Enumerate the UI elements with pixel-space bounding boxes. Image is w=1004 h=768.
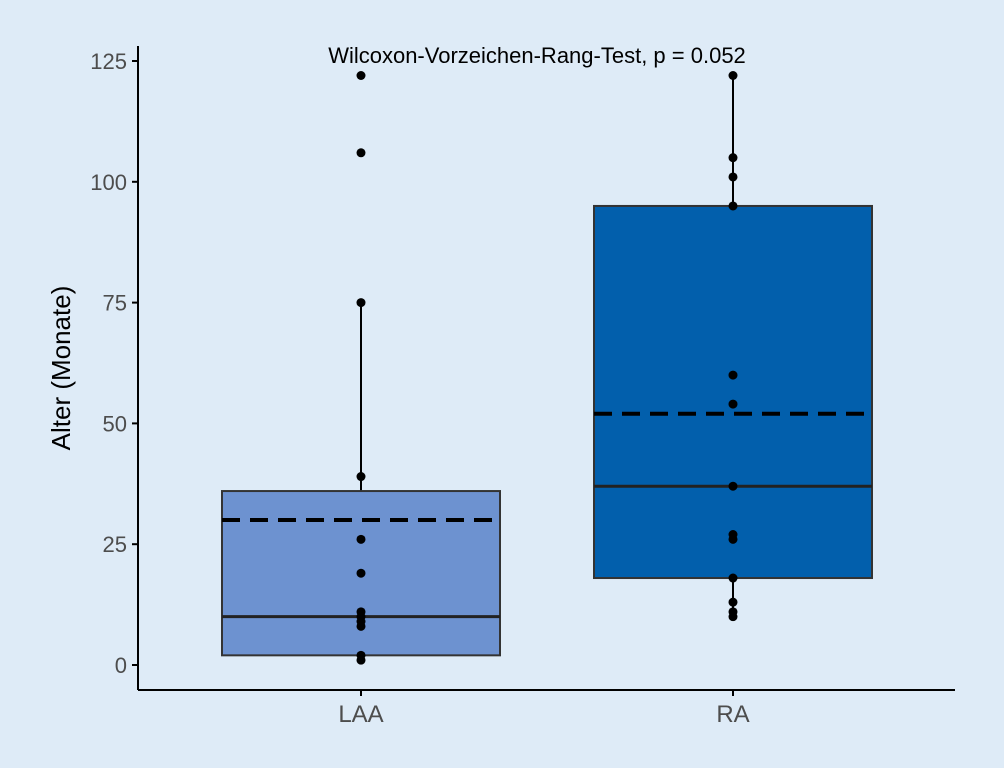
data-point [356,148,366,158]
data-point [356,607,366,617]
y-tick-label: 100 [90,170,127,195]
data-point [356,70,366,80]
iqr-box [593,204,873,580]
box-ra [593,70,873,622]
x-tick-label: LAA [338,701,383,728]
data-point [728,530,738,540]
y-tick-label: 75 [103,291,127,316]
data-point [728,370,738,380]
data-point [356,650,366,660]
data-point [728,399,738,409]
data-point [728,70,738,80]
data-point [356,568,366,578]
data-point [728,172,738,182]
y-tick-label: 0 [115,653,127,678]
data-point [356,534,366,544]
y-tick-label: 25 [103,532,127,557]
data-point [728,201,738,211]
plot-area [221,70,873,665]
data-point [728,153,738,163]
x-axis-ticks: LAA RA [338,690,750,728]
test-annotation: Wilcoxon-Vorzeichen-Rang-Test, p = 0.052 [328,43,746,68]
y-axis-ticks: 0 25 50 75 100 125 [90,49,138,678]
y-tick-label: 50 [103,411,127,436]
y-axis-title: Alter (Monate) [46,286,76,451]
y-tick-label: 125 [90,49,127,74]
x-tick-label: RA [716,701,749,728]
data-point [356,298,366,308]
data-point [728,607,738,617]
data-point [728,597,738,607]
data-point [728,573,738,583]
data-point [728,481,738,491]
box-laa [221,70,501,665]
data-point [356,472,366,482]
